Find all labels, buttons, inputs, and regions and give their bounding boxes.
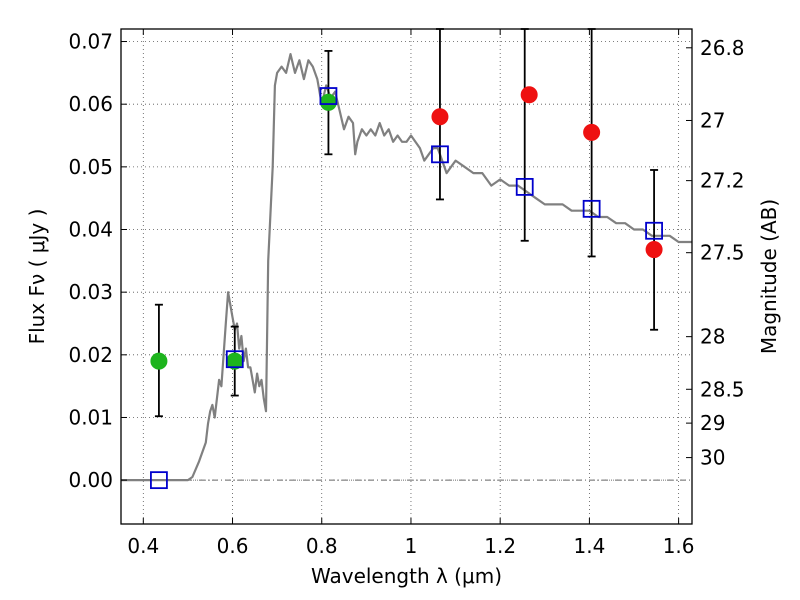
- x-tick-label: 1.2: [484, 534, 516, 558]
- model-flux-square: [515, 177, 534, 196]
- model-flux-square: [582, 199, 601, 218]
- y-tick-label: 0.05: [68, 155, 113, 179]
- y-tick-label: 0.06: [68, 92, 113, 116]
- grid: [121, 29, 692, 524]
- x-tick-label: 0.8: [306, 534, 338, 558]
- observed-flux-point: [520, 86, 538, 104]
- x-tick-label: 0.4: [127, 534, 159, 558]
- model-flux-square: [225, 350, 244, 369]
- x-tick-label: 0.6: [217, 534, 249, 558]
- axis-ticks: 0.4 0.6 0.8 1 1.2 1.4 1.6 0.00 0.01 0.02 0.03 0.04 0…: [68, 29, 745, 558]
- y-tick-label: 0.02: [68, 343, 113, 367]
- x-tick-label: 1.4: [573, 534, 605, 558]
- y2-tick-label: 29: [700, 411, 725, 435]
- model-flux-square: [431, 145, 449, 164]
- observed-flux-point: [645, 241, 663, 259]
- y-tick-label: 0.01: [68, 405, 113, 429]
- y-tick-label: 0.04: [68, 218, 113, 242]
- model-flux-square: [319, 87, 338, 105]
- observed-flux-point: [319, 93, 337, 111]
- plot-series: [121, 28, 692, 490]
- y2-tick-label: 28.5: [700, 377, 745, 401]
- y-tick-label: 0.00: [68, 468, 113, 492]
- observed-flux-point: [431, 108, 449, 126]
- y-tick-label: 0.03: [68, 280, 113, 304]
- x-tick-label: 1.6: [663, 534, 695, 558]
- model-flux-square: [150, 471, 168, 490]
- y2-tick-label: 26.8: [700, 36, 745, 60]
- observed-flux-point: [150, 352, 168, 370]
- x-tick-label: 1: [405, 534, 418, 558]
- y-axis-label: Flux Fν ( μJy ): [25, 209, 49, 345]
- y2-axis-label: Magnitude (AB): [757, 199, 781, 354]
- plot-frame: [120, 28, 693, 525]
- observed-flux-point: [583, 123, 601, 141]
- y-tick-label: 0.07: [68, 30, 113, 54]
- y2-tick-label: 27: [700, 108, 725, 132]
- y2-tick-label: 27.5: [700, 241, 745, 265]
- x-axis-label: Wavelength λ (μm): [311, 564, 502, 588]
- y2-tick-label: 30: [700, 446, 725, 470]
- model-flux-square: [645, 221, 663, 240]
- y2-tick-label: 28: [700, 325, 725, 349]
- y2-tick-label: 27.2: [700, 169, 745, 193]
